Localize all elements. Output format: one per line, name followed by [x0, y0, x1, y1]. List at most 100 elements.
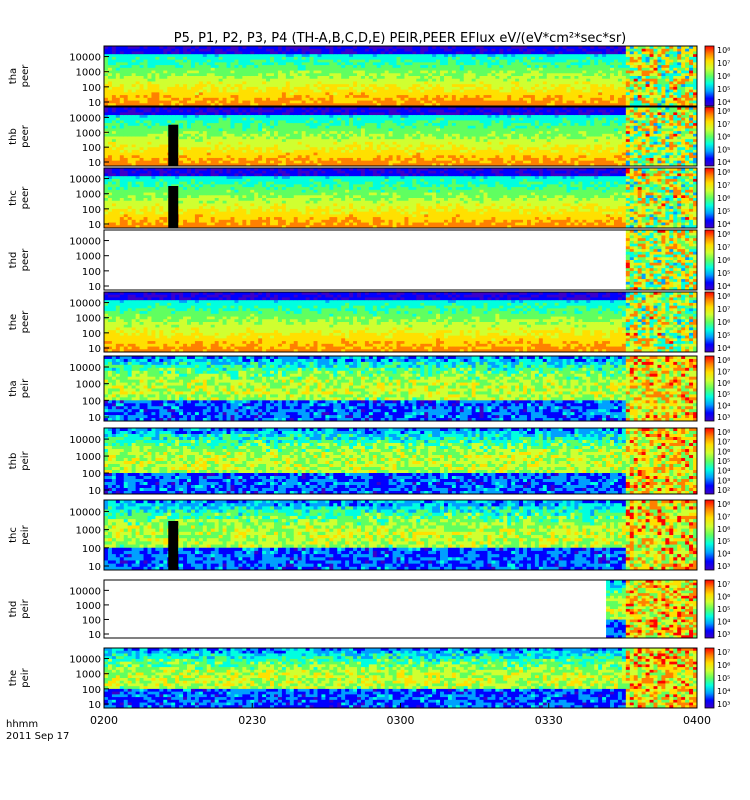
- spectrogram-cell: [357, 100, 362, 104]
- spectrogram-cell: [289, 84, 295, 88]
- spectrogram-cell: [566, 76, 571, 80]
- spectrogram-cell: [693, 86, 698, 91]
- spectrogram-cell: [511, 59, 516, 63]
- spectrogram-cell: [673, 48, 678, 52]
- spectrogram-cell: [262, 147, 267, 151]
- spectrogram-cell: [621, 97, 627, 101]
- spectrogram-cell: [661, 100, 666, 104]
- spectrogram-cell: [633, 48, 639, 52]
- spectrogram-cell: [190, 133, 196, 137]
- spectrogram-cell: [554, 95, 560, 99]
- spectrogram-cell: [511, 51, 516, 55]
- spectrogram-cell: [155, 48, 160, 52]
- spectrogram-cell: [598, 62, 603, 66]
- spectrogram-cell: [341, 152, 346, 156]
- spectrogram-cell: [360, 120, 366, 124]
- spectrogram-cell: [432, 103, 437, 107]
- spectrogram-cell: [309, 81, 314, 85]
- spectrogram-cell: [357, 54, 362, 58]
- spectrogram-cell: [198, 76, 204, 80]
- spectrogram-cell: [404, 56, 409, 61]
- spectrogram-cell: [337, 141, 342, 145]
- spectrogram-cell: [218, 67, 223, 71]
- spectrogram-cell: [574, 54, 579, 58]
- spectrogram-cell: [337, 139, 342, 143]
- spectrogram-cell: [669, 86, 674, 91]
- spectrogram-cell: [250, 109, 255, 113]
- spectrogram-cell: [187, 62, 192, 66]
- spectrogram-cell: [325, 103, 330, 107]
- spectrogram-cell: [337, 128, 342, 132]
- spectrogram-cell: [586, 67, 591, 71]
- spectrogram-cell: [305, 155, 310, 159]
- spectrogram-cell: [293, 62, 299, 66]
- spectrogram-cell: [151, 147, 156, 151]
- spectrogram-cell: [226, 139, 231, 143]
- spectrogram-cell: [187, 78, 192, 82]
- spectrogram-cell: [309, 92, 314, 96]
- spectrogram-cell: [443, 78, 449, 82]
- spectrogram-cell: [198, 149, 204, 153]
- spectrogram-cell: [194, 76, 200, 80]
- spectrogram-cell: [479, 81, 484, 85]
- spectrogram-cell: [384, 109, 390, 113]
- spectrogram-cell: [317, 86, 322, 91]
- spectrogram-cell: [349, 92, 354, 96]
- spectrogram-cell: [187, 73, 192, 77]
- spectrogram-cell: [598, 70, 603, 74]
- spectrogram-cell: [147, 109, 152, 113]
- spectrogram-cell: [179, 95, 184, 99]
- spectrogram-cell: [400, 48, 405, 52]
- spectrogram-cell: [246, 65, 251, 69]
- spectrogram-cell: [574, 97, 579, 101]
- spectrogram-cell: [202, 51, 208, 55]
- spectrogram-cell: [669, 103, 674, 107]
- spectrogram-cell: [443, 86, 449, 91]
- spectrogram-cell: [657, 95, 662, 99]
- spectrogram-cell: [317, 78, 322, 82]
- spectrogram-cell: [586, 51, 591, 55]
- spectrogram-cell: [345, 155, 350, 159]
- spectrogram-cell: [380, 62, 386, 66]
- spectrogram-cell: [353, 67, 358, 71]
- spectrogram-cell: [538, 54, 544, 58]
- spectrogram-cell: [400, 81, 405, 85]
- spectrogram-cell: [167, 109, 172, 113]
- spectrogram-cell: [147, 136, 152, 140]
- spectrogram-cell: [230, 73, 235, 77]
- spectrogram-cell: [479, 54, 484, 58]
- spectrogram-cell: [289, 54, 295, 58]
- spectrogram-cell: [317, 65, 322, 69]
- spectrogram-cell: [519, 84, 524, 88]
- spectrogram-cell: [313, 139, 318, 143]
- spectrogram-cell: [357, 149, 362, 153]
- spectrogram-cell: [677, 103, 682, 107]
- spectrogram-cell: [226, 149, 231, 153]
- spectrogram-cell: [266, 95, 271, 99]
- spectrogram-cell: [262, 86, 267, 91]
- spectrogram-cell: [530, 56, 536, 61]
- spectrogram-cell: [159, 76, 164, 80]
- spectrogram-cell: [353, 117, 358, 121]
- spectrogram-cell: [226, 97, 231, 101]
- spectrogram-cell: [262, 136, 267, 140]
- colorbar-tick-label: 10⁵: [717, 85, 730, 94]
- spectrogram-cell: [329, 84, 334, 88]
- spectrogram-cell: [432, 46, 437, 50]
- spectrogram-cell: [218, 46, 223, 50]
- spectrogram-cell: [250, 89, 255, 93]
- spectrogram-cell: [159, 59, 164, 63]
- spectrogram-cell: [202, 46, 208, 50]
- spectrogram-cell: [542, 65, 548, 69]
- spectrogram-cell: [127, 103, 133, 107]
- spectrogram-cell: [179, 117, 184, 121]
- spectrogram-cell: [281, 48, 287, 52]
- spectrogram-cell: [289, 160, 295, 164]
- spectrogram-cell: [289, 120, 295, 124]
- spectrogram-cell: [127, 89, 133, 93]
- y-tick-label: 10000: [69, 53, 101, 64]
- spectrogram-cell: [538, 59, 544, 63]
- spectrogram-cell: [661, 70, 666, 74]
- spectrogram-cell: [250, 92, 255, 96]
